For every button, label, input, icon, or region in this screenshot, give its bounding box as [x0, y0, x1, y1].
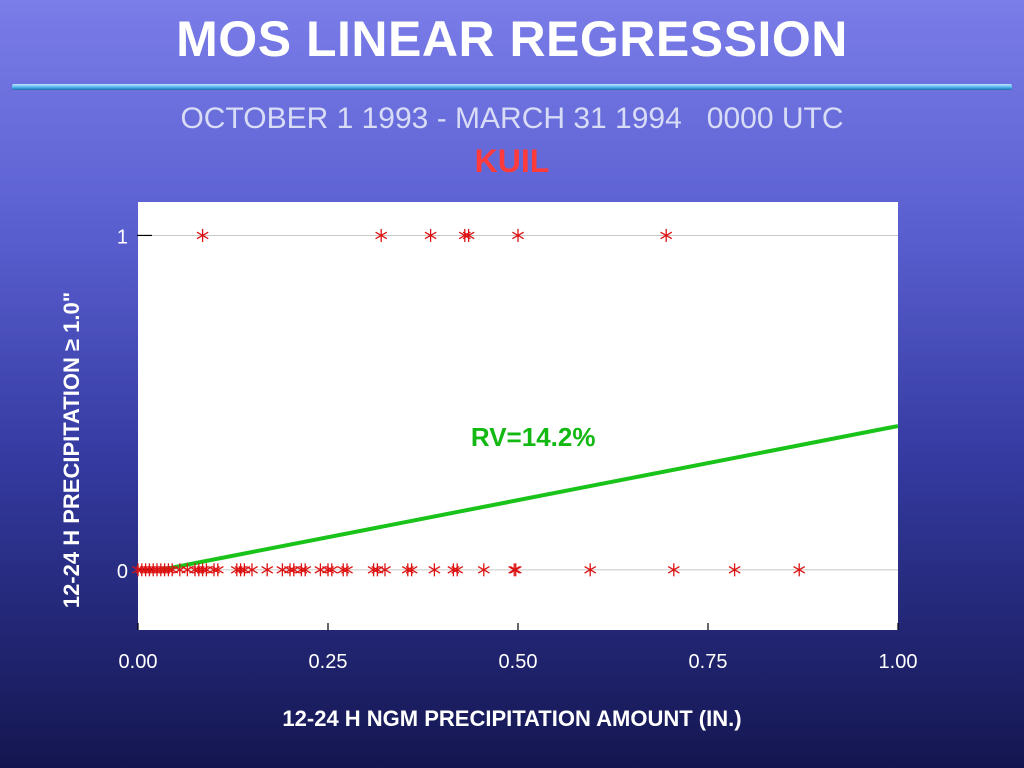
page-title: MOS LINEAR REGRESSION	[176, 11, 848, 67]
asterisk-stroke	[584, 565, 597, 574]
date-range-subtitle: OCTOBER 1 1993 - MARCH 31 1994 0000 UTC	[180, 102, 844, 135]
data-point	[509, 563, 522, 577]
data-point	[512, 228, 524, 242]
station-id: KUIL	[474, 143, 550, 179]
asterisk-stroke	[341, 565, 353, 574]
asterisk-stroke	[728, 565, 741, 574]
asterisk-stroke	[477, 565, 490, 574]
data-point	[451, 563, 464, 577]
data-point	[667, 563, 680, 577]
asterisk-stroke	[375, 231, 388, 240]
asterisk-stroke	[246, 565, 258, 574]
data-point	[341, 563, 353, 577]
asterisk-stroke	[509, 565, 522, 574]
asterisk-stroke	[261, 565, 274, 574]
x-tick-label-0.00: 0.00	[119, 651, 158, 673]
y-axis-title: 12-24 H PRECIPITATION ≥ 1.0"	[59, 291, 84, 609]
x-tick-label-0.50: 0.50	[499, 651, 538, 673]
regression-line-layer	[160, 424, 899, 572]
asterisk-stroke	[428, 565, 441, 574]
regression-line	[160, 424, 899, 572]
data-point	[462, 228, 475, 242]
y-tick-label-0: 0	[117, 561, 128, 583]
data-point	[793, 563, 806, 577]
data-point	[728, 563, 741, 577]
asterisk-stroke	[660, 231, 673, 240]
asterisk-stroke	[405, 565, 418, 574]
asterisk-stroke	[299, 565, 312, 574]
data-point	[379, 563, 391, 577]
data-point	[508, 563, 521, 577]
data-point	[660, 228, 673, 242]
asterisk-stroke	[462, 231, 475, 240]
rv-annotation: RV=14.2%	[471, 422, 596, 452]
data-point	[424, 228, 437, 242]
x-axis-title: 12-24 H NGM PRECIPITATION AMOUNT (IN.)	[282, 706, 742, 731]
x-tick-label-1.00: 1.00	[879, 651, 918, 673]
data-point	[325, 563, 338, 577]
x-tick-label-0.25: 0.25	[309, 651, 348, 673]
asterisk-stroke	[379, 565, 391, 574]
data-point	[299, 563, 312, 577]
data-point	[211, 563, 224, 577]
asterisk-stroke	[196, 231, 209, 240]
asterisk-stroke	[211, 565, 224, 574]
point-layer	[132, 228, 806, 577]
plot-area	[138, 202, 898, 630]
data-point	[261, 563, 274, 577]
data-point	[375, 228, 388, 242]
data-point	[196, 228, 209, 242]
data-point	[405, 563, 418, 577]
label-layer: 0 1 0.00 0.25 0.50 0.75 1.00 RV=14.2%	[117, 226, 918, 673]
asterisk-stroke	[451, 565, 464, 574]
x-tick-label-0.75: 0.75	[689, 651, 728, 673]
title-divider	[12, 84, 1012, 90]
data-point	[428, 563, 441, 577]
asterisk-stroke	[325, 565, 338, 574]
data-point	[246, 563, 258, 577]
asterisk-stroke	[508, 565, 521, 574]
asterisk-stroke	[424, 231, 437, 240]
y-tick-label-1: 1	[117, 226, 128, 248]
asterisk-stroke	[667, 565, 680, 574]
data-point	[477, 563, 490, 577]
asterisk-stroke	[512, 231, 524, 240]
asterisk-stroke	[793, 565, 806, 574]
data-point	[584, 563, 597, 577]
